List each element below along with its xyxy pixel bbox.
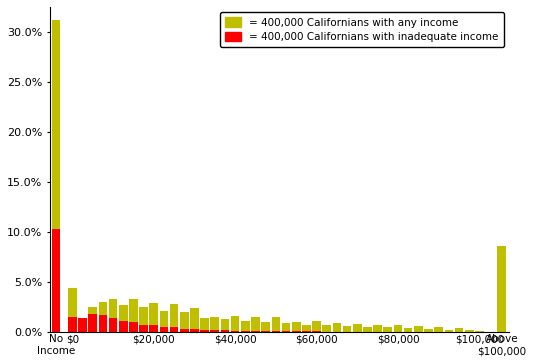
Bar [424,329,433,332]
Bar [119,321,128,332]
Bar [129,322,138,332]
Bar [251,331,260,332]
Bar [414,326,423,332]
Bar [404,328,412,332]
Bar [221,330,229,332]
Bar [52,229,60,332]
Bar [272,331,280,332]
Bar [150,303,158,332]
Bar [221,319,229,332]
Bar [465,330,474,332]
Bar [272,317,280,332]
Bar [78,318,87,332]
Bar [323,325,331,332]
Bar [160,311,168,332]
Bar [99,302,107,332]
Bar [68,288,77,332]
Bar [200,318,209,332]
Bar [170,304,178,332]
Bar [383,327,392,332]
Bar [52,20,60,332]
Bar [373,325,382,332]
Bar [282,323,290,332]
Bar [444,330,453,332]
Bar [498,246,506,332]
Bar [282,331,290,332]
Bar [333,323,341,332]
Bar [475,331,484,332]
Bar [434,327,443,332]
Bar [160,327,168,332]
Bar [139,325,148,332]
Bar [241,331,250,332]
Bar [119,305,128,332]
Bar [261,322,270,332]
Bar [150,325,158,332]
Bar [210,317,219,332]
Bar [302,325,311,332]
Bar [99,315,107,332]
Bar [343,326,351,332]
Bar [231,316,239,332]
Bar [190,308,199,332]
Bar [200,330,209,332]
Bar [139,307,148,332]
Bar [353,324,362,332]
Bar [180,312,189,332]
Bar [180,329,189,332]
Bar [109,318,117,332]
Bar [231,331,239,332]
Legend: = 400,000 Californians with any income, = 400,000 Californians with inadequate i: = 400,000 Californians with any income, … [220,12,504,47]
Bar [363,327,372,332]
Bar [292,322,301,332]
Bar [88,314,97,332]
Bar [78,318,87,332]
Bar [261,331,270,332]
Bar [241,321,250,332]
Bar [312,321,321,332]
Bar [210,330,219,332]
Bar [455,328,464,332]
Bar [190,329,199,332]
Bar [170,327,178,332]
Bar [109,299,117,332]
Bar [129,299,138,332]
Bar [394,325,402,332]
Bar [88,307,97,332]
Bar [68,317,77,332]
Bar [251,317,260,332]
